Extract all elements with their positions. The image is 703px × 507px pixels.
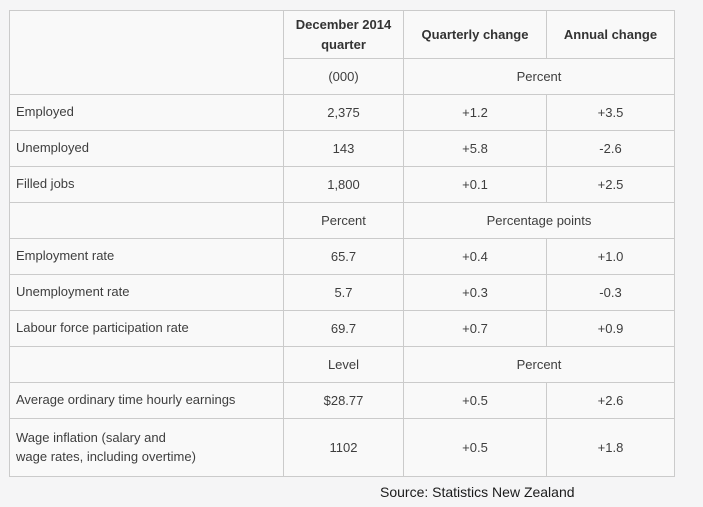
table-row: Wage inflation (salary and wage rates, i… bbox=[9, 418, 675, 477]
quarterly-change-cell: +0.1 bbox=[403, 166, 547, 203]
quarterly-change-cell: +0.5 bbox=[403, 418, 547, 477]
table-row: Labour force participation rate 69.7 +0.… bbox=[9, 310, 675, 347]
table-row: Unemployment rate 5.7 +0.3 -0.3 bbox=[9, 274, 675, 311]
annual-change-cell: +0.9 bbox=[546, 310, 675, 347]
quarterly-change-cell: +0.3 bbox=[403, 274, 547, 311]
value-cell: 65.7 bbox=[283, 238, 404, 275]
column-header-quarterly-change: Quarterly change bbox=[403, 10, 547, 59]
annual-change-cell: +2.5 bbox=[546, 166, 675, 203]
row-label: Unemployed bbox=[9, 130, 284, 167]
table-row: Employment rate 65.7 +0.4 +1.0 bbox=[9, 238, 675, 275]
unit-row: (000) Percent bbox=[10, 58, 675, 95]
header-empty-cell bbox=[9, 10, 284, 95]
annual-change-cell: +1.0 bbox=[546, 238, 675, 275]
unit-cell-changes: Percentage points bbox=[403, 202, 675, 239]
value-cell: 69.7 bbox=[283, 310, 404, 347]
table-row: Average ordinary time hourly earnings $2… bbox=[9, 382, 675, 419]
annual-change-cell: +2.6 bbox=[546, 382, 675, 419]
header-row: December 2014 quarter Quarterly change A… bbox=[9, 10, 675, 95]
value-cell: 1102 bbox=[283, 418, 404, 477]
unit-empty-cell bbox=[9, 202, 284, 239]
table-row: Employed 2,375 +1.2 +3.5 bbox=[9, 94, 675, 131]
row-label: Employment rate bbox=[9, 238, 284, 275]
quarterly-change-cell: +0.5 bbox=[403, 382, 547, 419]
stats-table-container: December 2014 quarter Quarterly change A… bbox=[9, 10, 675, 477]
value-cell: 1,800 bbox=[283, 166, 404, 203]
unit-cell-changes: Percent bbox=[403, 58, 675, 95]
quarterly-change-cell: +1.2 bbox=[403, 94, 547, 131]
column-header-annual-change: Annual change bbox=[546, 10, 675, 59]
unit-row: Percent Percentage points bbox=[9, 202, 675, 239]
table-row: Filled jobs 1,800 +0.1 +2.5 bbox=[9, 166, 675, 203]
row-label: Filled jobs bbox=[9, 166, 284, 203]
row-label: Wage inflation (salary and wage rates, i… bbox=[9, 418, 284, 477]
value-cell: 143 bbox=[283, 130, 404, 167]
annual-change-cell: -2.6 bbox=[546, 130, 675, 167]
row-label: Unemployment rate bbox=[9, 274, 284, 311]
value-cell: $28.77 bbox=[283, 382, 404, 419]
column-header-value: December 2014 quarter bbox=[283, 10, 404, 59]
source-note: Source: Statistics New Zealand bbox=[380, 484, 575, 500]
annual-change-cell: +1.8 bbox=[546, 418, 675, 477]
unit-cell-changes: Percent bbox=[403, 346, 675, 383]
value-cell: 2,375 bbox=[283, 94, 404, 131]
unit-cell-value: Percent bbox=[283, 202, 404, 239]
row-label: Employed bbox=[9, 94, 284, 131]
quarterly-change-cell: +5.8 bbox=[403, 130, 547, 167]
table-row: Unemployed 143 +5.8 -2.6 bbox=[9, 130, 675, 167]
annual-change-cell: +3.5 bbox=[546, 94, 675, 131]
unit-empty-cell bbox=[9, 346, 284, 383]
row-label: Average ordinary time hourly earnings bbox=[9, 382, 284, 419]
annual-change-cell: -0.3 bbox=[546, 274, 675, 311]
quarterly-change-cell: +0.4 bbox=[403, 238, 547, 275]
unit-cell-value: Level bbox=[283, 346, 404, 383]
unit-cell-value: (000) bbox=[283, 58, 404, 95]
row-label: Labour force participation rate bbox=[9, 310, 284, 347]
value-cell: 5.7 bbox=[283, 274, 404, 311]
labour-market-stats-table: December 2014 quarter Quarterly change A… bbox=[9, 10, 675, 477]
unit-row: Level Percent bbox=[9, 346, 675, 383]
quarterly-change-cell: +0.7 bbox=[403, 310, 547, 347]
